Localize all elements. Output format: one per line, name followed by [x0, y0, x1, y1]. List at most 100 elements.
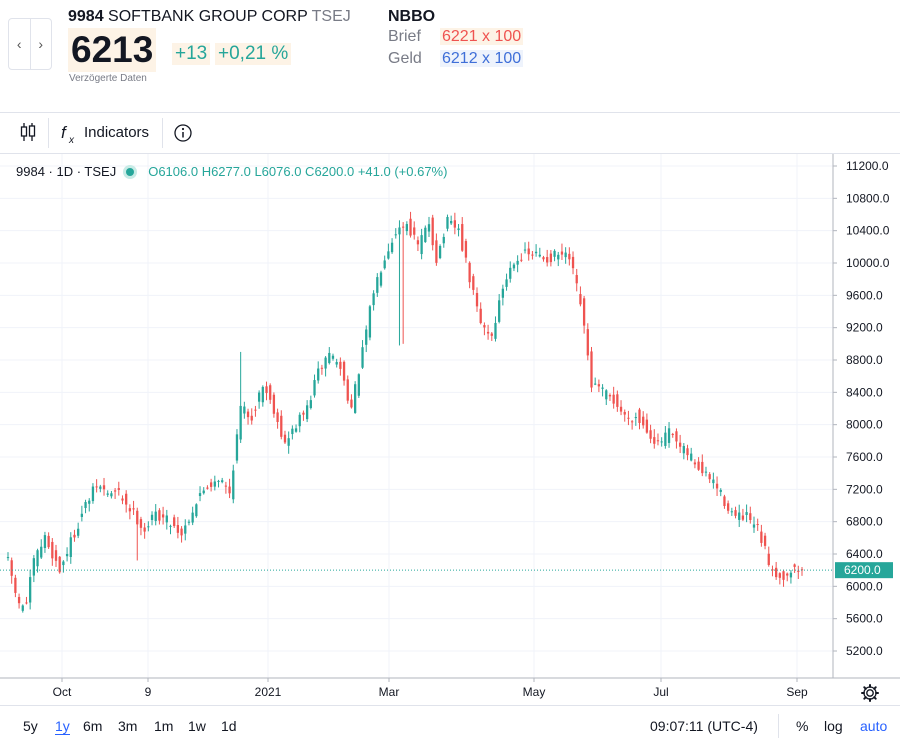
price-tick-label: 8000.0 [846, 418, 883, 432]
candle-body [579, 294, 582, 305]
candle-body [62, 561, 65, 566]
toolbar-divider-bottom [0, 153, 900, 154]
log-scale-toggle[interactable]: log [824, 718, 843, 734]
candle-body [43, 535, 47, 548]
delayed-data-note: Verzögerte Daten [69, 73, 147, 84]
candle-body [601, 387, 604, 389]
candle-body [409, 218, 412, 236]
info-icon[interactable] [173, 123, 193, 143]
candle-body [690, 453, 693, 461]
time-axis: Oct 9 2021 Mar May Jul Sep [53, 678, 808, 699]
range-5y[interactable]: 5y [23, 718, 38, 734]
candle-body [184, 525, 187, 534]
candle-body [298, 414, 301, 427]
indicators-button[interactable]: Indicators [84, 124, 150, 141]
candle-body [438, 246, 442, 259]
candle-body [243, 406, 246, 414]
candle-body [206, 487, 209, 489]
candle-body [546, 257, 549, 263]
candle-body [143, 527, 146, 532]
candle-body [6, 557, 10, 559]
candle-body [568, 253, 571, 260]
candle-body [564, 252, 567, 258]
candlestick-icon[interactable] [18, 121, 38, 143]
range-1w[interactable]: 1w [188, 718, 206, 734]
candle-body [313, 380, 316, 396]
range-1m[interactable]: 1m [154, 718, 174, 734]
range-3m[interactable]: 3m [118, 718, 138, 734]
candle-body [435, 240, 438, 263]
prev-symbol-button[interactable]: ‹ [16, 36, 22, 52]
candle-body [431, 217, 434, 246]
candle-body [65, 554, 69, 557]
candle-body [383, 260, 386, 269]
gear-icon[interactable] [860, 683, 880, 703]
candle-body [246, 411, 250, 418]
candle-body [147, 526, 150, 528]
time-tick-label: Mar [379, 685, 400, 699]
candle-body [704, 471, 708, 473]
candle-body [664, 432, 667, 446]
candle-body [309, 400, 312, 409]
candle-body [505, 279, 508, 287]
candle-body [667, 428, 671, 443]
time-tick-label: Oct [53, 685, 72, 699]
candle-body [697, 461, 700, 470]
candle-body [25, 602, 28, 604]
price-tick-label: 5600.0 [846, 612, 883, 626]
bid-row: Geld 6212 x 100 [388, 50, 524, 68]
candle-body [106, 493, 109, 495]
price-tick-label: 10800.0 [846, 191, 890, 205]
candle-body [675, 431, 678, 442]
candle-body [228, 486, 231, 494]
candle-body [173, 517, 176, 527]
candle-body [479, 308, 482, 324]
range-1d[interactable]: 1d [221, 718, 237, 734]
candle-body [446, 216, 449, 229]
ask-row: Brief 6221 x 100 [388, 28, 524, 46]
price-tick-label: 7200.0 [846, 482, 883, 496]
symbol-nav-buttons: ‹ › [8, 18, 52, 70]
candle-body [287, 438, 290, 446]
last-price-tag [835, 562, 893, 579]
candle-body [634, 417, 637, 419]
candle-body [645, 419, 649, 433]
candle-body [575, 275, 578, 284]
candle-body [224, 485, 228, 487]
price-tick-label: 5200.0 [846, 644, 883, 658]
range-1y[interactable]: 1y [55, 718, 70, 735]
candle-body [630, 421, 634, 423]
auto-scale-toggle[interactable]: auto [860, 718, 888, 734]
candle-body [472, 276, 475, 290]
candle-body [457, 228, 460, 230]
time-tick-label: Sep [786, 685, 808, 699]
candle-body [398, 227, 401, 235]
candle-body [623, 411, 626, 415]
candle-body [693, 462, 697, 465]
candle-body [154, 511, 157, 521]
time-tick-label: Jul [653, 685, 668, 699]
candle-body [69, 537, 72, 557]
function-icon[interactable]: f x [60, 122, 80, 146]
candle-body [32, 558, 35, 576]
candle-body [560, 251, 564, 255]
bid-label: Geld [388, 50, 422, 67]
candle-body [771, 569, 774, 571]
price-tick-label: 9600.0 [846, 288, 883, 302]
candle-body [276, 412, 279, 423]
symbol-title: 9984 SOFTBANK GROUP CORP TSEJ [68, 8, 351, 26]
candle-body [372, 293, 375, 306]
candle-body [161, 514, 165, 518]
candle-body [394, 234, 397, 236]
range-6m[interactable]: 6m [83, 718, 103, 734]
next-symbol-button[interactable]: › [29, 19, 52, 69]
candle-body [195, 504, 198, 517]
candle-body [778, 573, 781, 578]
candle-body [741, 515, 745, 520]
price-tick-label: 10000.0 [846, 256, 890, 270]
percent-scale-toggle[interactable]: % [796, 718, 809, 734]
candle-body [671, 433, 674, 435]
candle-body [660, 441, 663, 443]
candle-body [283, 434, 287, 443]
